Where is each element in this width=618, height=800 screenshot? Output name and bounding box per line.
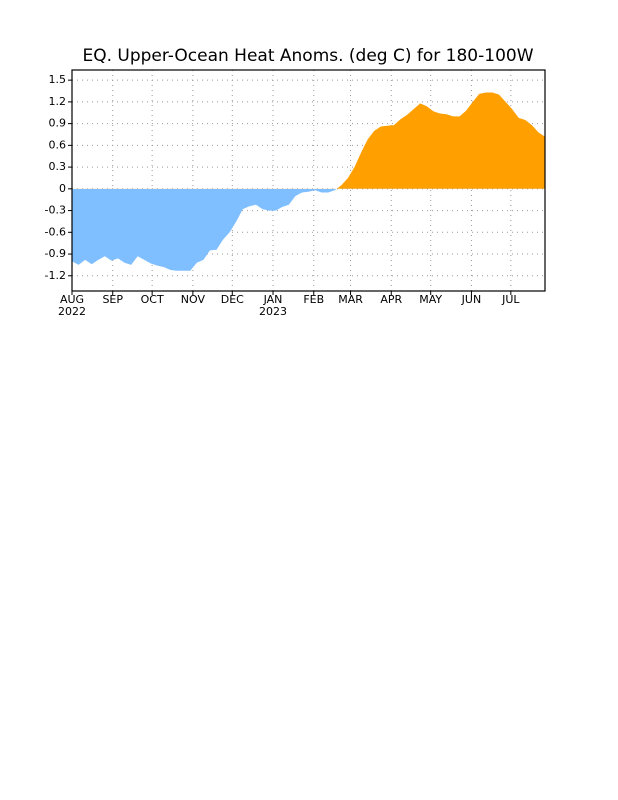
x-year-label: 2023 xyxy=(259,305,287,318)
y-tick-label: 1.5 xyxy=(49,73,67,86)
x-year-label: 2022 xyxy=(58,305,86,318)
y-tick-label: -0.6 xyxy=(45,225,66,238)
x-tick-label: APR xyxy=(380,293,402,306)
y-tick-label: -0.9 xyxy=(45,247,66,260)
y-tick-label: 0.3 xyxy=(49,160,67,173)
x-tick-label: JUN xyxy=(461,293,482,306)
y-tick-label: 0.6 xyxy=(49,138,67,151)
y-tick-label: 0 xyxy=(59,182,66,195)
x-tick-label: JAN xyxy=(263,293,283,306)
x-tick-label: MAY xyxy=(419,293,442,306)
x-tick-label: MAR xyxy=(338,293,363,306)
area-positive xyxy=(336,92,545,189)
y-tick-label: -0.3 xyxy=(45,204,66,217)
area-negative xyxy=(72,188,545,271)
x-tick-label: SEP xyxy=(102,293,123,306)
x-tick-label: NOV xyxy=(181,293,206,306)
x-tick-label: JUL xyxy=(501,293,520,306)
y-tick-label: 0.9 xyxy=(49,117,67,130)
x-tick-label: DEC xyxy=(221,293,244,306)
y-tick-label: -1.2 xyxy=(45,269,66,282)
x-tick-label: AUG xyxy=(60,293,84,306)
chart-title: EQ. Upper-Ocean Heat Anoms. (deg C) for … xyxy=(82,46,533,66)
x-tick-label: FEB xyxy=(303,293,324,306)
y-tick-label: 1.2 xyxy=(49,95,67,108)
x-tick-label: OCT xyxy=(141,293,164,306)
plot-frame xyxy=(71,69,546,292)
